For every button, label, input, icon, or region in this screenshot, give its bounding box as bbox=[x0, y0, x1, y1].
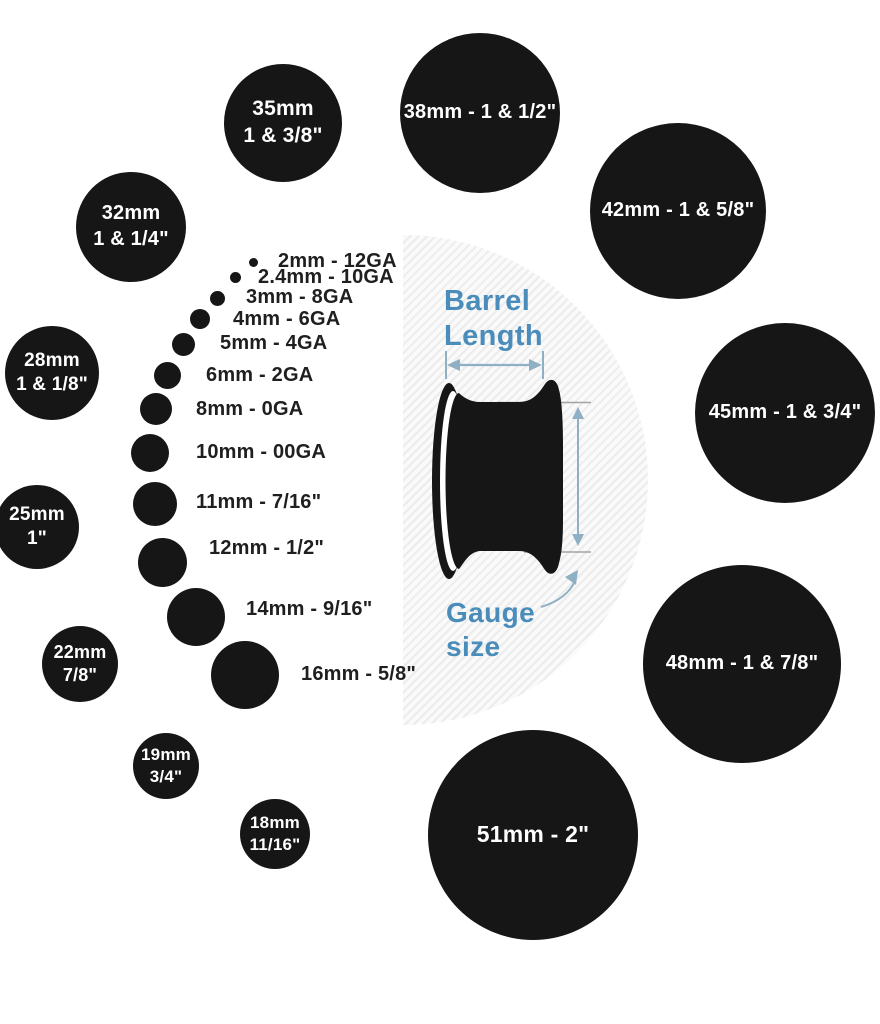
size-circle-label: 28mm bbox=[24, 349, 80, 371]
gauge-dot-2mm bbox=[248, 257, 258, 267]
size-circle-label: 3/4" bbox=[149, 767, 183, 786]
gauge-size-label-line1: Gauge bbox=[446, 597, 536, 628]
gauge-dot-label-16mm: 16mm - 5/8" bbox=[301, 663, 417, 686]
size-circle-19mm: 19mm 3/4" bbox=[133, 733, 199, 799]
gauge-dot-label-2.4mm: 2.4mm - 10GA bbox=[258, 266, 394, 289]
barrel-length-label: Barrel Length bbox=[444, 284, 543, 354]
size-circle-45mm: 45mm - 1 & 3/4" bbox=[695, 323, 875, 503]
size-circle-label: 19mm bbox=[141, 745, 191, 765]
gauge-dot-16mm bbox=[211, 641, 279, 709]
gauge-dot-label-11mm: 11mm - 7/16" bbox=[196, 491, 322, 514]
size-circle-22mm: 22mm 7/8" bbox=[42, 626, 118, 702]
gauge-size-label-line2: size bbox=[446, 630, 501, 662]
size-circle-label: 22mm bbox=[53, 641, 107, 662]
size-circle-label: 32mm bbox=[101, 202, 161, 225]
size-circle-label: 11/16" bbox=[249, 835, 301, 854]
size-circle-28mm: 28mm 1 & 1/8" bbox=[5, 326, 99, 420]
gauge-size-arrow bbox=[572, 407, 584, 546]
plug-diagram bbox=[432, 351, 591, 608]
barrel-length-label-line1: Barrel bbox=[444, 285, 531, 317]
gauge-dot-label-12mm: 12mm - 1/2" bbox=[209, 537, 325, 560]
gauge-dot-11mm bbox=[133, 482, 177, 526]
gauge-dot-label-10mm: 10mm - 00GA bbox=[196, 441, 327, 464]
gauge-dot-label-6mm: 6mm - 2GA bbox=[206, 364, 314, 387]
gauge-dot-12mm bbox=[137, 537, 187, 587]
gauge-dot-10mm bbox=[131, 434, 169, 472]
size-circle-25mm: 25mm 1" bbox=[0, 485, 79, 569]
size-circle-51mm: 51mm - 2" bbox=[428, 730, 638, 940]
size-circle-label: 35mm bbox=[252, 97, 314, 121]
gauge-dot-3mm bbox=[209, 290, 225, 306]
gauge-dot-6mm bbox=[153, 361, 181, 389]
size-circle-label: 48mm - 1 & 7/8" bbox=[665, 652, 819, 675]
size-circle-35mm: 35mm 1 & 3/8" bbox=[224, 64, 342, 182]
gauge-size-label: Gauge size bbox=[446, 596, 535, 663]
size-circle-label: 18mm bbox=[250, 813, 300, 833]
size-circle-label: 1 & 1/8" bbox=[16, 374, 88, 395]
size-circle-32mm: 32mm 1 & 1/4" bbox=[76, 172, 186, 282]
size-circle-label: 7/8" bbox=[62, 665, 98, 685]
size-circle-18mm: 18mm 11/16" bbox=[240, 799, 310, 869]
plug-illustration bbox=[432, 379, 563, 579]
size-circle-48mm: 48mm - 1 & 7/8" bbox=[643, 565, 841, 763]
gauge-dot-4mm bbox=[190, 309, 210, 329]
size-circle-label: 1" bbox=[27, 528, 47, 549]
gauge-dot-label-8mm: 8mm - 0GA bbox=[196, 398, 304, 421]
barrel-length-arrow bbox=[447, 359, 542, 371]
gauge-dot-label-5mm: 5mm - 4GA bbox=[220, 332, 328, 355]
gauge-dot-label-3mm: 3mm - 8GA bbox=[246, 286, 354, 309]
gauge-dot-label-4mm: 4mm - 6GA bbox=[233, 308, 341, 331]
size-circle-label: 1 & 3/8" bbox=[243, 124, 323, 147]
size-circle-label: 51mm - 2" bbox=[476, 821, 590, 848]
barrel-length-label-line2: Length bbox=[444, 319, 544, 352]
gauge-dot-label-14mm: 14mm - 9/16" bbox=[246, 598, 373, 621]
size-circle-label: 42mm - 1 & 5/8" bbox=[601, 199, 755, 222]
gauge-dot-label-2mm: 2mm - 12GA bbox=[278, 250, 397, 273]
gauge-dot-14mm bbox=[167, 588, 225, 646]
gauge-size-pointer-arrow bbox=[540, 570, 578, 608]
size-circle-label: 38mm - 1 & 1/2" bbox=[403, 101, 557, 124]
size-circle-38mm: 38mm - 1 & 1/2" bbox=[400, 33, 560, 193]
size-circle-42mm: 42mm - 1 & 5/8" bbox=[590, 123, 766, 299]
gauge-dot-5mm bbox=[171, 332, 195, 356]
gauge-dot-8mm bbox=[140, 393, 172, 425]
size-circle-label: 45mm - 1 & 3/4" bbox=[708, 401, 862, 424]
gauge-dot-2.4mm bbox=[229, 271, 241, 283]
size-circle-label: 1 & 1/4" bbox=[93, 228, 169, 250]
size-circle-label: 25mm bbox=[9, 503, 65, 525]
